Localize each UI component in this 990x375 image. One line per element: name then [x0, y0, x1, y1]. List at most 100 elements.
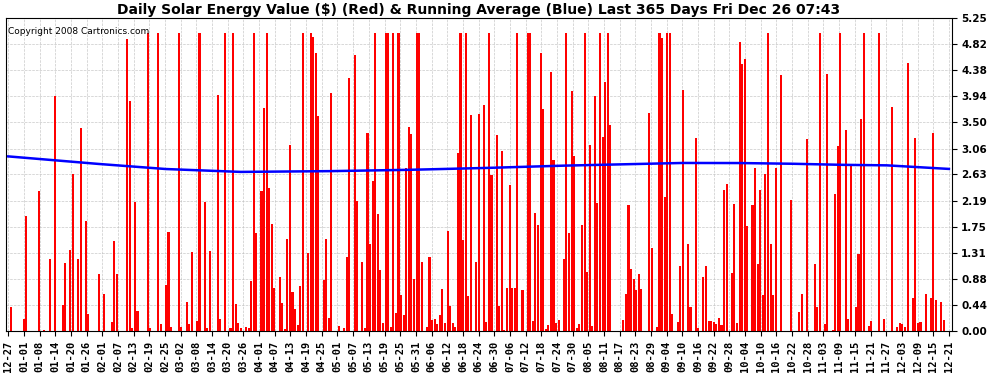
Bar	[374, 33, 376, 331]
Bar	[862, 33, 864, 331]
Bar	[933, 133, 935, 331]
Bar	[217, 95, 219, 331]
Bar	[268, 188, 270, 331]
Bar	[589, 145, 591, 331]
Bar	[710, 321, 712, 331]
Bar	[676, 322, 678, 331]
Bar	[868, 326, 870, 331]
Bar	[648, 112, 650, 331]
Bar	[697, 328, 699, 331]
Bar	[400, 296, 402, 331]
Bar	[824, 324, 826, 331]
Bar	[790, 200, 792, 331]
Bar	[353, 55, 355, 331]
Bar	[557, 320, 559, 331]
Bar	[570, 91, 572, 331]
Bar	[289, 145, 291, 331]
Bar	[255, 233, 257, 331]
Bar	[98, 274, 100, 331]
Bar	[129, 101, 131, 331]
Bar	[196, 321, 198, 331]
Bar	[527, 33, 529, 331]
Bar	[604, 82, 606, 331]
Bar	[260, 191, 262, 331]
Bar	[126, 39, 128, 331]
Bar	[116, 274, 118, 331]
Bar	[702, 277, 705, 331]
Bar	[454, 327, 456, 331]
Bar	[544, 329, 546, 331]
Bar	[726, 184, 728, 331]
Bar	[878, 33, 880, 331]
Bar	[134, 202, 136, 331]
Bar	[475, 262, 477, 331]
Bar	[459, 33, 461, 331]
Bar	[252, 33, 254, 331]
Bar	[291, 292, 294, 331]
Bar	[904, 327, 906, 331]
Bar	[437, 324, 439, 331]
Bar	[297, 325, 299, 331]
Bar	[586, 272, 588, 331]
Bar	[625, 294, 627, 331]
Bar	[442, 289, 444, 331]
Bar	[79, 129, 81, 331]
Bar	[278, 276, 280, 331]
Bar	[942, 320, 944, 331]
Bar	[591, 326, 593, 331]
Bar	[912, 298, 914, 331]
Bar	[870, 321, 872, 331]
Bar	[769, 244, 771, 331]
Bar	[170, 327, 172, 331]
Bar	[742, 64, 743, 331]
Bar	[147, 33, 148, 331]
Bar	[371, 181, 373, 331]
Bar	[731, 273, 733, 331]
Bar	[219, 320, 221, 331]
Bar	[716, 324, 718, 331]
Bar	[235, 304, 237, 331]
Bar	[517, 33, 519, 331]
Bar	[185, 302, 188, 331]
Bar	[767, 33, 769, 331]
Bar	[446, 231, 448, 331]
Bar	[563, 260, 565, 331]
Bar	[434, 319, 436, 331]
Bar	[679, 266, 681, 331]
Bar	[547, 326, 549, 331]
Bar	[759, 190, 761, 331]
Bar	[756, 264, 758, 331]
Bar	[883, 318, 885, 331]
Bar	[940, 302, 942, 331]
Bar	[61, 305, 63, 331]
Bar	[356, 201, 358, 331]
Bar	[739, 42, 741, 331]
Bar	[265, 33, 267, 331]
Bar	[315, 53, 317, 331]
Bar	[294, 309, 296, 331]
Bar	[240, 328, 242, 331]
Bar	[449, 306, 451, 331]
Bar	[230, 328, 232, 331]
Bar	[734, 204, 736, 331]
Bar	[299, 286, 301, 331]
Bar	[847, 320, 849, 331]
Bar	[602, 136, 604, 331]
Bar	[310, 33, 312, 331]
Bar	[477, 114, 479, 331]
Bar	[331, 93, 333, 331]
Bar	[530, 33, 532, 331]
Bar	[408, 128, 410, 331]
Bar	[64, 263, 66, 331]
Bar	[666, 33, 668, 331]
Bar	[429, 257, 431, 331]
Bar	[281, 303, 283, 331]
Bar	[860, 119, 862, 331]
Bar	[628, 205, 630, 331]
Bar	[361, 262, 363, 331]
Bar	[470, 116, 472, 331]
Bar	[736, 323, 738, 331]
Bar	[451, 324, 453, 331]
Bar	[920, 322, 922, 331]
Bar	[506, 288, 508, 331]
